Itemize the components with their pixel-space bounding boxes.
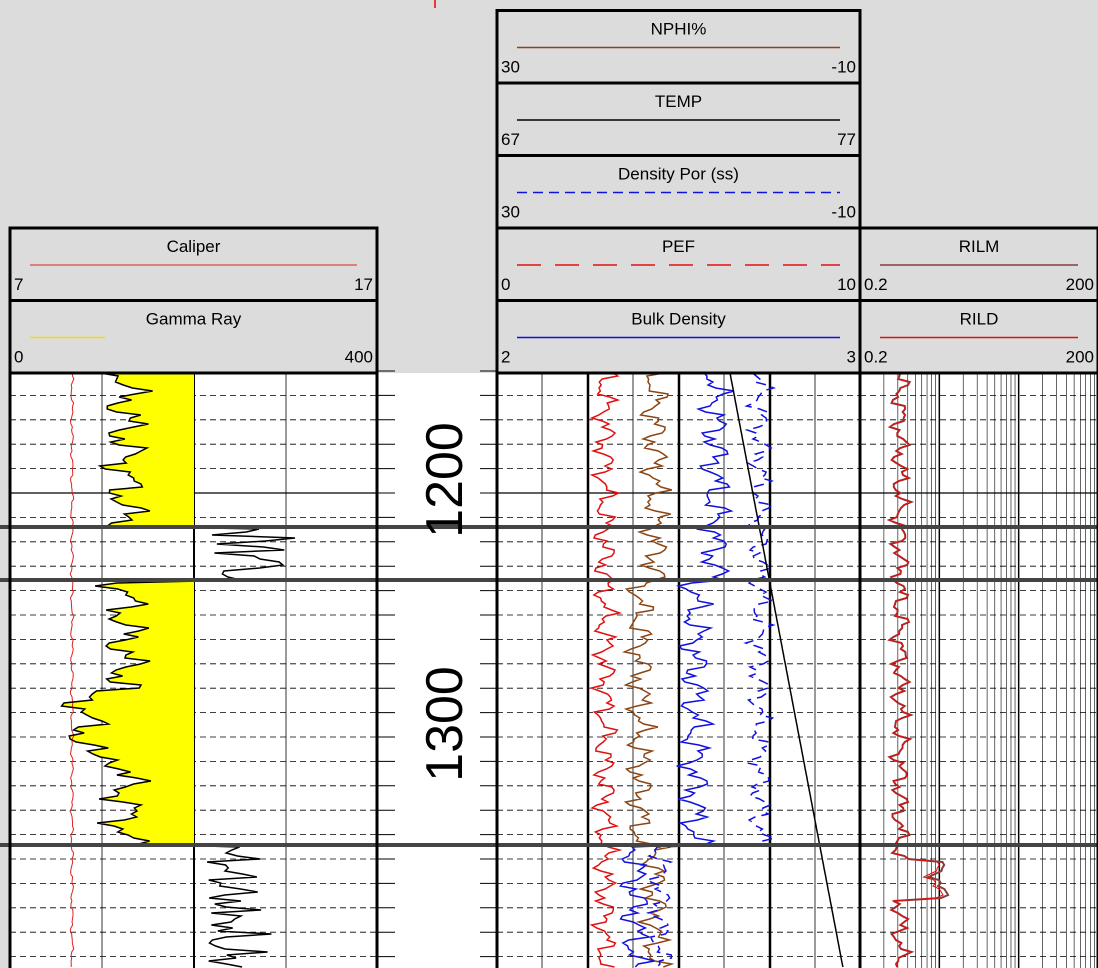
scale-right: 77 [837, 130, 856, 149]
log-curve [729, 372, 844, 968]
scale-left: 2 [501, 348, 510, 367]
header-title: Density Por (ss) [618, 165, 739, 184]
log-curve [622, 372, 675, 968]
gamma-fill [61, 373, 194, 844]
scale-right: 10 [837, 275, 856, 294]
log-curve [618, 372, 735, 968]
scale-left: 67 [501, 130, 520, 149]
scale-left: 0 [14, 348, 23, 367]
header-title: Gamma Ray [146, 310, 242, 329]
scale-right: 400 [345, 348, 373, 367]
scale-right: -10 [831, 58, 856, 77]
scale-left: 30 [501, 58, 520, 77]
scale-left: 30 [501, 203, 520, 222]
scale-right: 200 [1066, 275, 1094, 294]
header-title: NPHI% [651, 20, 707, 39]
log-curve [69, 372, 75, 967]
scale-right: 3 [847, 348, 856, 367]
scale-right: 200 [1066, 348, 1094, 367]
log-curve [60, 372, 296, 968]
header-title: RILD [960, 310, 999, 329]
log-curve [887, 372, 944, 968]
log-curve [589, 372, 623, 968]
header-title: Caliper [167, 237, 221, 256]
log-curve [644, 372, 778, 968]
track-area [860, 373, 1098, 968]
depth-label: 1300 [416, 666, 474, 782]
depth-track [377, 373, 497, 968]
header-title: TEMP [655, 92, 702, 111]
header-title: PEF [662, 237, 695, 256]
scale-right: -10 [831, 203, 856, 222]
depth-label: 1200 [416, 422, 474, 538]
header-title: RILM [959, 237, 1000, 256]
scale-right: 17 [354, 275, 373, 294]
scale-left: 0.2 [864, 348, 888, 367]
scale-left: 0 [501, 275, 510, 294]
scale-left: 7 [14, 275, 23, 294]
header-title: Bulk Density [631, 310, 726, 329]
scale-left: 0.2 [864, 275, 888, 294]
